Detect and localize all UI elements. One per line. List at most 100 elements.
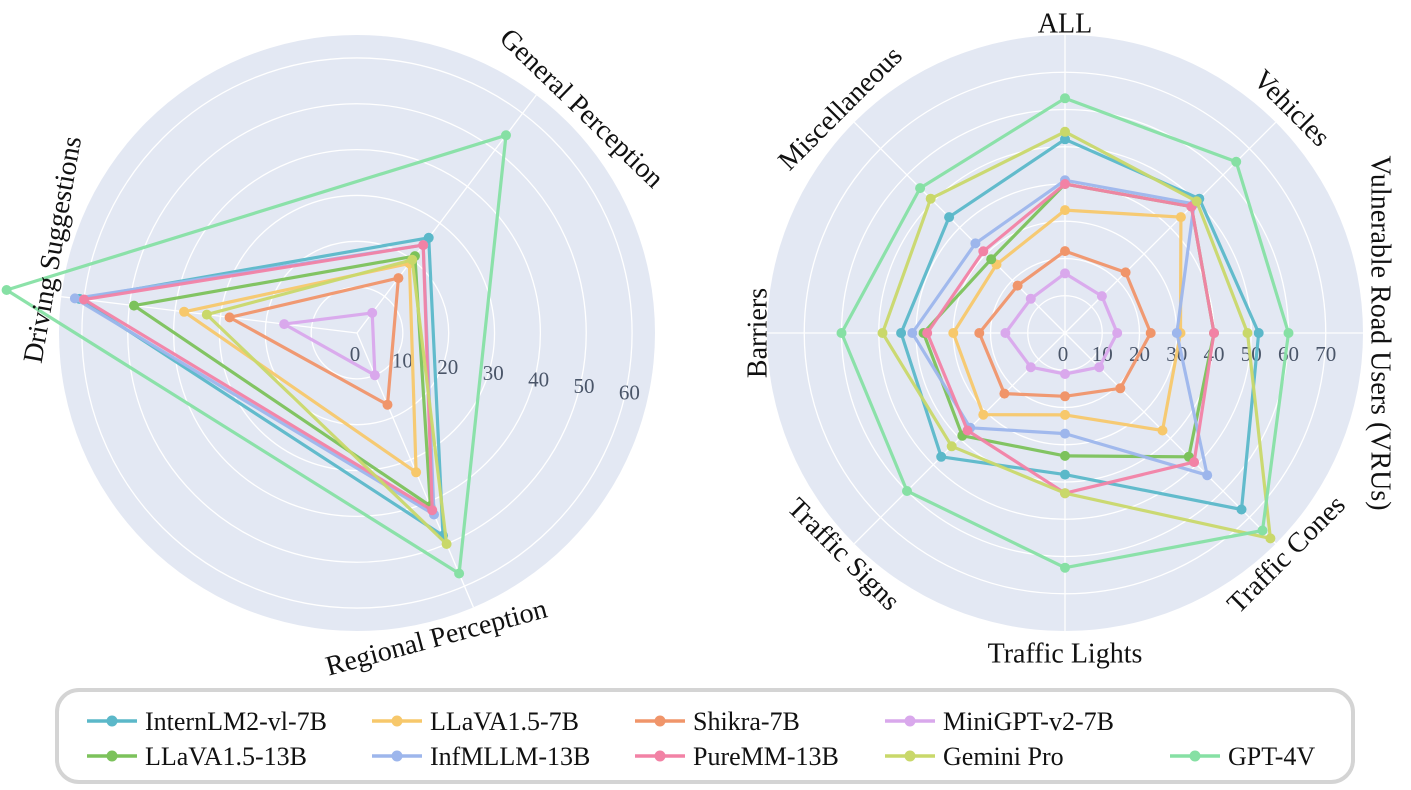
data-point: [944, 212, 955, 223]
data-point: [1253, 328, 1264, 338]
data-point: [907, 328, 918, 338]
series-line: [132, 254, 432, 508]
data-point: [896, 328, 907, 338]
data-point: [129, 300, 139, 311]
data-point: [1060, 369, 1070, 379]
data-point: [79, 294, 89, 305]
data-point: [1060, 428, 1070, 439]
data-point: [836, 328, 847, 338]
legend-swatch-marker: [391, 750, 403, 762]
data-point: [1283, 328, 1294, 338]
legend-label: InternLM2-vl-7B: [145, 707, 327, 736]
data-point: [1060, 469, 1070, 480]
legend-item-internlm2-vl-7b: InternLM2-vl-7B: [87, 707, 327, 736]
legend-label: GPT-4V: [1228, 742, 1315, 771]
axis-label-barriers: Barriers: [742, 288, 773, 378]
data-point: [1, 285, 12, 295]
data-point: [224, 312, 235, 323]
data-point: [441, 539, 452, 549]
legend-item-minigpt-v2-7b: MiniGPT-v2-7B: [885, 707, 1114, 736]
radial-tick-label: 50: [573, 374, 594, 398]
legend-label: Gemini Pro: [943, 742, 1064, 771]
radial-tick-label: 40: [528, 368, 549, 392]
legend-label: LLaVA1.5-7B: [430, 707, 579, 736]
data-point: [877, 328, 888, 338]
legend-item-gemini-pro: Gemini Pro: [885, 742, 1064, 771]
data-point: [279, 319, 290, 330]
data-point: [1157, 425, 1168, 436]
data-point: [1094, 362, 1105, 373]
data-point: [201, 309, 212, 320]
data-point: [179, 306, 190, 317]
radial-tick-label: 60: [619, 380, 640, 404]
data-point: [948, 328, 959, 338]
radial-tick-label: 10: [392, 348, 413, 372]
data-point: [1209, 328, 1219, 338]
radial-tick-label: 60: [1278, 342, 1299, 366]
legend-label: MiniGPT-v2-7B: [943, 707, 1114, 736]
data-point: [1060, 179, 1070, 189]
radial-tick-label: 30: [483, 361, 504, 385]
data-point: [1025, 362, 1036, 373]
data-point: [978, 409, 989, 420]
data-point: [1060, 562, 1070, 573]
data-point: [902, 486, 912, 496]
data-point: [1000, 328, 1011, 338]
legend: InternLM2-vl-7B LLaVA1.5-7B Shikra-7B MiniG…: [55, 688, 1355, 784]
data-point: [1060, 93, 1070, 104]
data-point: [1096, 291, 1107, 302]
data-point: [1189, 457, 1200, 468]
data-point: [1115, 383, 1126, 394]
legend-swatch-marker: [654, 750, 666, 762]
data-point: [1265, 533, 1276, 544]
data-point: [915, 183, 926, 194]
series-gemini-pro: [877, 126, 1276, 544]
series-minigpt-v2-7b: [1000, 268, 1123, 379]
data-point: [1060, 391, 1070, 402]
data-point: [427, 505, 438, 516]
legend-item-shikra-7b: Shikra-7B: [635, 707, 800, 736]
data-point: [1060, 126, 1070, 137]
grid-ring: [264, 240, 450, 426]
data-point: [970, 238, 981, 249]
data-point: [1191, 196, 1202, 207]
series-shikra-7b: [974, 246, 1156, 402]
data-point: [946, 441, 957, 452]
series-internlm2-vl-7b: [896, 134, 1264, 515]
data-point: [1012, 280, 1023, 291]
data-point: [1112, 328, 1123, 338]
data-point: [978, 246, 989, 257]
legend-item-infmllm-13b: InfMLLM-13B: [372, 742, 590, 771]
data-point: [411, 467, 422, 478]
series-gpt-4v: [1, 130, 511, 579]
radial-tick-label: 0: [1058, 342, 1069, 366]
data-point: [1060, 134, 1070, 145]
data-point: [922, 328, 933, 338]
data-point: [974, 328, 985, 338]
data-point: [1257, 525, 1268, 536]
data-point: [423, 232, 434, 243]
series-minigpt-v2-7b: [279, 307, 380, 381]
data-point: [1025, 293, 1036, 304]
series-line: [205, 258, 449, 546]
legend-swatch-marker: [904, 750, 916, 762]
legend-item-llava1-5-7b: LLaVA1.5-7B: [372, 707, 579, 736]
data-point: [501, 130, 511, 141]
data-point: [369, 370, 380, 381]
radial-tick-label: 70: [1315, 342, 1336, 366]
radial-tick-label: 20: [437, 355, 458, 379]
legend-label: LLaVA1.5-13B: [145, 742, 307, 771]
series-line: [77, 236, 445, 538]
data-point: [1202, 470, 1213, 481]
legend-swatch-marker: [654, 715, 666, 727]
data-point: [69, 293, 80, 304]
legend-item-gpt-4v: GPT-4V: [1170, 742, 1315, 771]
data-point: [999, 388, 1010, 399]
data-point: [393, 273, 404, 284]
series-line: [4, 133, 508, 576]
series-gpt-4v: [836, 93, 1294, 573]
data-point: [1120, 267, 1131, 278]
